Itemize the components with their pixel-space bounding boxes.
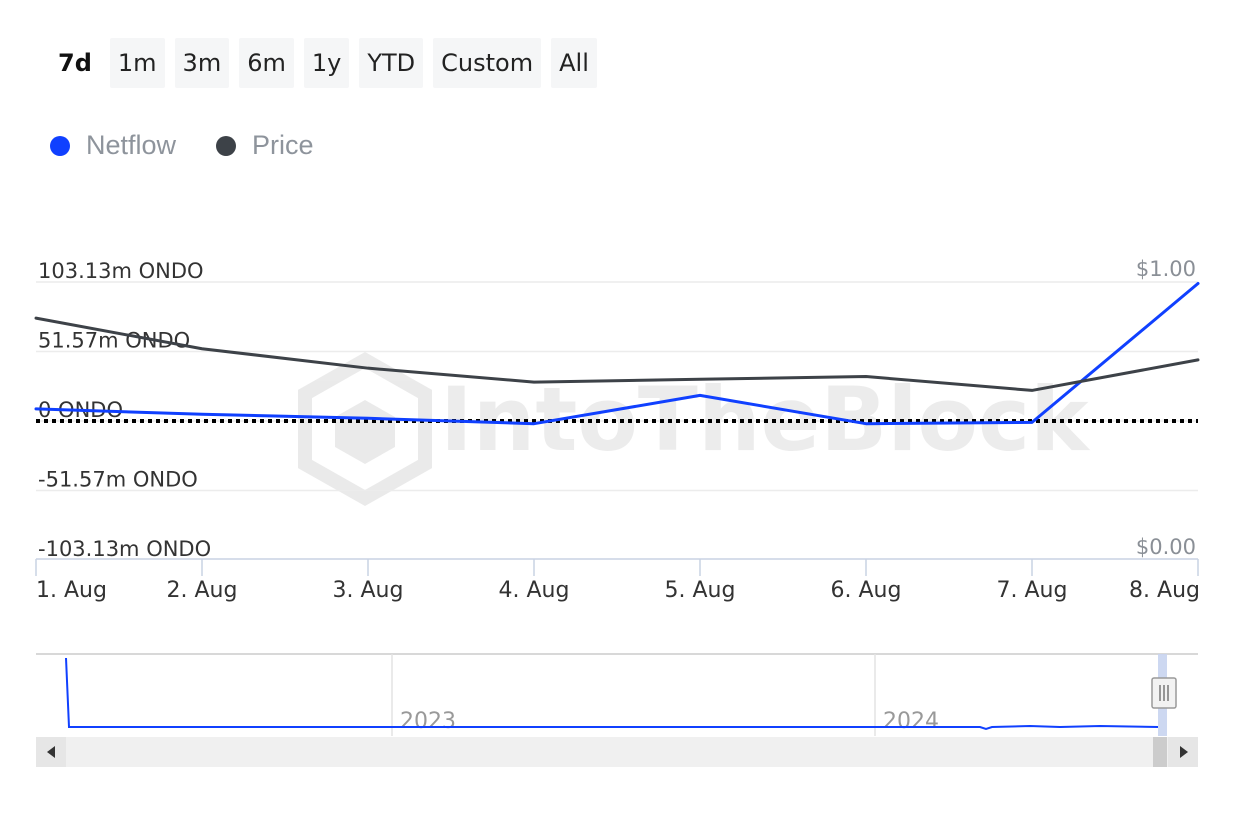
data-point-netflow[interactable] bbox=[1196, 282, 1200, 286]
series-line-netflow[interactable] bbox=[34, 282, 1200, 426]
navigator-series-line bbox=[65, 657, 1159, 731]
right-tick-label: $0.00 bbox=[1136, 535, 1196, 559]
arrow-left-icon bbox=[47, 746, 55, 758]
range-button-custom[interactable]: Custom bbox=[433, 38, 542, 88]
scroll-left-button[interactable] bbox=[36, 737, 66, 767]
arrow-right-icon bbox=[1180, 746, 1188, 758]
right-axis: $1.00 $0.00 bbox=[1136, 257, 1196, 559]
data-point-price[interactable] bbox=[864, 375, 868, 379]
chart-legend: Netflow Price bbox=[50, 130, 314, 161]
time-range-selector: 7d 1m 3m 6m 1y YTD Custom All bbox=[50, 38, 597, 88]
range-button-6m[interactable]: 6m bbox=[239, 38, 294, 88]
series-line-price[interactable] bbox=[34, 316, 1200, 392]
navigator-year-label: 2024 bbox=[883, 709, 939, 734]
range-button-3m[interactable]: 3m bbox=[174, 38, 230, 88]
data-point-netflow[interactable] bbox=[200, 412, 204, 416]
x-tick-label: 5. Aug bbox=[665, 578, 736, 603]
range-button-ytd[interactable]: YTD bbox=[359, 38, 424, 88]
right-tick-label: $1.00 bbox=[1136, 257, 1196, 281]
x-tick-label: 3. Aug bbox=[333, 578, 404, 603]
data-point-netflow[interactable] bbox=[864, 422, 868, 426]
x-tick-label: 4. Aug bbox=[499, 578, 570, 603]
x-tick-label: 8. Aug bbox=[1129, 578, 1200, 603]
legend-label: Netflow bbox=[86, 130, 177, 160]
navigator-scrollbar-thumb[interactable] bbox=[1153, 737, 1167, 767]
range-button-1y[interactable]: 1y bbox=[303, 38, 350, 88]
range-button-all[interactable]: All bbox=[551, 38, 597, 88]
x-tick-label: 2. Aug bbox=[167, 578, 238, 603]
scroll-right-button[interactable] bbox=[1168, 737, 1198, 767]
x-tick-label: 6. Aug bbox=[831, 578, 902, 603]
data-point-netflow[interactable] bbox=[698, 393, 702, 397]
intotheblock-logo-icon bbox=[298, 351, 432, 507]
legend-dot-icon bbox=[50, 135, 70, 156]
navigator-year-label: 2023 bbox=[400, 709, 456, 734]
legend-label: Price bbox=[252, 130, 314, 160]
left-tick-label: -51.57m ONDO bbox=[38, 468, 198, 492]
series bbox=[34, 282, 1200, 426]
navigator-background bbox=[36, 653, 1198, 737]
data-point-price[interactable] bbox=[1196, 358, 1200, 362]
navigator-scrollbar-track[interactable] bbox=[36, 737, 1198, 767]
data-point-netflow[interactable] bbox=[532, 422, 536, 426]
x-tick-label: 1. Aug bbox=[36, 578, 107, 603]
data-point-price[interactable] bbox=[34, 316, 38, 320]
x-tick-label: 7. Aug bbox=[997, 578, 1068, 603]
legend-item-netflow[interactable]: Netflow bbox=[50, 130, 176, 161]
data-point-price[interactable] bbox=[1030, 388, 1034, 392]
navigator-handle[interactable] bbox=[1151, 677, 1177, 709]
x-axis: 1. Aug 2. Aug 3. Aug 4. Aug 5. Aug 6. Aug 7. A… bbox=[35, 558, 1200, 603]
data-point-price[interactable] bbox=[200, 347, 204, 351]
left-tick-label: 103.13m ONDO bbox=[38, 259, 204, 283]
range-button-1m[interactable]: 1m bbox=[109, 38, 165, 88]
data-point-netflow[interactable] bbox=[1030, 420, 1034, 424]
navigator[interactable]: 2023 2024 bbox=[36, 653, 1198, 767]
data-point-price[interactable] bbox=[532, 380, 536, 384]
data-point-price[interactable] bbox=[698, 377, 702, 381]
data-point-netflow[interactable] bbox=[366, 416, 370, 420]
range-button-7d[interactable]: 7d bbox=[58, 49, 92, 77]
left-tick-label: -103.13m ONDO bbox=[38, 537, 211, 561]
legend-dot-icon bbox=[216, 135, 237, 156]
data-point-netflow[interactable] bbox=[34, 407, 38, 411]
data-point-price[interactable] bbox=[366, 366, 370, 370]
legend-item-price[interactable]: Price bbox=[216, 130, 314, 161]
